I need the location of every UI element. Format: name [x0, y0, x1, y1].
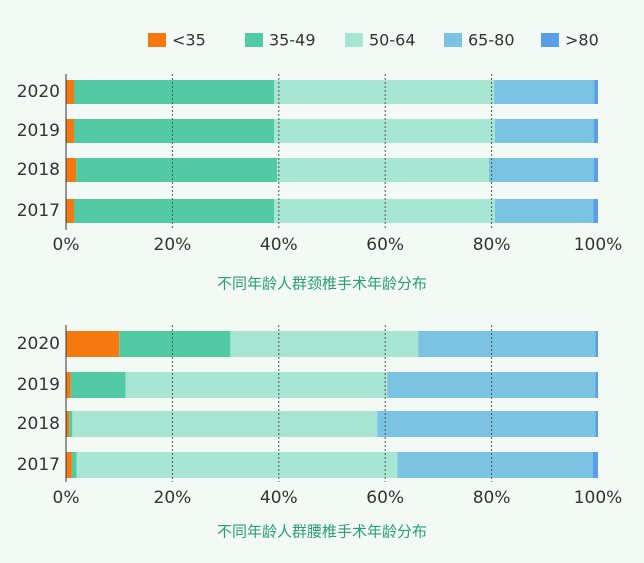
- y-tick-label: 2019: [17, 121, 60, 141]
- bar-segment: [595, 411, 598, 437]
- bar-segment: [592, 452, 598, 478]
- bar-segment: [73, 199, 275, 223]
- bar-segment: [593, 158, 598, 182]
- bar-segment: [66, 331, 120, 357]
- legend-swatch: [345, 33, 363, 47]
- legend-swatch: [541, 33, 559, 47]
- bar-segment: [66, 372, 71, 398]
- bar-segment: [595, 372, 598, 398]
- y-tick-label: 2020: [17, 334, 60, 354]
- bar-segment: [230, 331, 419, 357]
- chart-title: 不同年龄人群腰椎手术年龄分布: [217, 523, 427, 541]
- bar-segment: [494, 199, 594, 223]
- bar-segment: [71, 452, 77, 478]
- legend-swatch: [245, 33, 263, 47]
- bar-segment: [66, 158, 77, 182]
- legend-swatch: [148, 33, 166, 47]
- bar-segment: [418, 331, 596, 357]
- x-tick-label: 80%: [473, 235, 511, 255]
- bar-segment: [72, 411, 378, 437]
- legend-label: 65-80: [468, 31, 515, 50]
- bar-segment: [66, 119, 74, 143]
- bar-segment: [593, 119, 598, 143]
- y-tick-label: 2017: [17, 201, 60, 221]
- bar-segment: [125, 372, 388, 398]
- bar-segment: [66, 452, 72, 478]
- bar-segment: [488, 158, 594, 182]
- x-tick-label: 100%: [574, 235, 623, 255]
- bar-segment: [66, 80, 74, 104]
- bar-segment: [277, 158, 489, 182]
- x-tick-label: 80%: [473, 488, 511, 508]
- bar-segment: [274, 119, 495, 143]
- bar-segment: [494, 80, 595, 104]
- bar-segment: [76, 158, 278, 182]
- bar-segment: [274, 80, 495, 104]
- bar-segment: [76, 452, 398, 478]
- chart-title: 不同年龄人群颈椎手术年龄分布: [217, 275, 427, 293]
- x-tick-label: 0%: [53, 488, 80, 508]
- x-tick-label: 0%: [53, 235, 80, 255]
- x-tick-label: 40%: [260, 488, 298, 508]
- bar-segment: [66, 411, 70, 437]
- legend-label: 35-49: [269, 31, 316, 50]
- x-tick-label: 60%: [366, 235, 404, 255]
- x-tick-label: 60%: [366, 488, 404, 508]
- x-tick-label: 100%: [574, 488, 623, 508]
- bar-segment: [494, 119, 594, 143]
- y-tick-label: 2017: [17, 455, 60, 475]
- bar-segment: [274, 199, 495, 223]
- bar-segment: [397, 452, 593, 478]
- bar-segment: [69, 411, 73, 437]
- legend-label: 50-64: [369, 31, 416, 50]
- y-tick-label: 2018: [17, 160, 60, 180]
- bar-segment: [377, 411, 596, 437]
- legend-label: <35: [172, 31, 206, 50]
- bar-segment: [70, 372, 126, 398]
- x-tick-label: 20%: [154, 488, 192, 508]
- bar-segment: [593, 199, 598, 223]
- bar-segment: [595, 331, 598, 357]
- legend-label: >80: [565, 31, 599, 50]
- bar-segment: [119, 331, 231, 357]
- bar-segment: [73, 80, 275, 104]
- bar-segment: [73, 119, 275, 143]
- y-tick-label: 2019: [17, 375, 60, 395]
- y-tick-label: 2018: [17, 414, 60, 434]
- x-tick-label: 40%: [260, 235, 298, 255]
- y-tick-label: 2020: [17, 82, 60, 102]
- bar-segment: [66, 199, 74, 223]
- x-tick-label: 20%: [154, 235, 192, 255]
- bar-segment: [594, 80, 598, 104]
- legend-swatch: [444, 33, 462, 47]
